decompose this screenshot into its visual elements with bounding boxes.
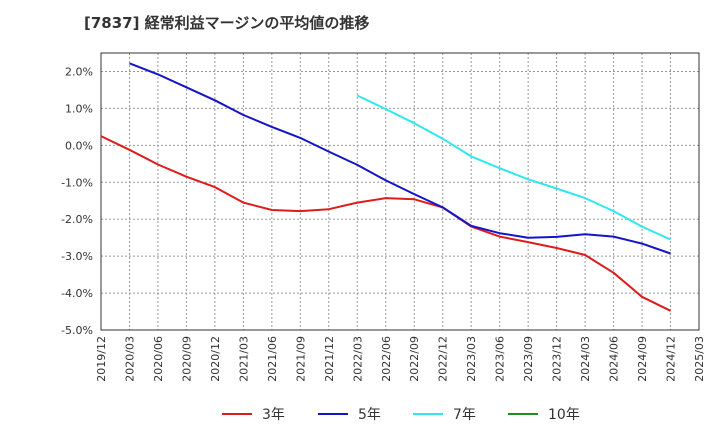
x-tick-label: 2024/03 — [579, 336, 592, 382]
x-tick-label: 2020/09 — [180, 336, 193, 382]
x-tick-label: 2020/03 — [123, 336, 136, 382]
y-tick-label: 1.0% — [65, 102, 93, 115]
x-tick-label: 2022/03 — [351, 336, 364, 382]
series-line-7年 — [356, 94, 671, 241]
x-tick-label: 2024/12 — [665, 336, 678, 382]
y-tick-label: -2.0% — [61, 213, 93, 226]
legend-item: 3年 — [222, 402, 285, 426]
x-tick-label: 2021/06 — [266, 336, 279, 382]
x-tick-label: 2022/06 — [380, 336, 393, 382]
x-tick-label: 2021/03 — [237, 336, 250, 382]
legend-swatch — [508, 413, 538, 415]
x-tick-label: 2022/12 — [437, 336, 450, 382]
legend-label: 7年 — [453, 407, 476, 423]
x-tick-label: 2020/12 — [209, 336, 222, 382]
y-tick-label: 2.0% — [65, 65, 93, 78]
legend-label: 10年 — [548, 407, 580, 423]
y-tick-label: -3.0% — [61, 250, 93, 263]
x-tick-label: 2024/06 — [608, 336, 621, 382]
x-tick-label: 2019/12 — [95, 336, 108, 382]
y-tick-label: -4.0% — [61, 287, 93, 300]
legend-swatch — [222, 413, 252, 415]
x-tick-label: 2021/12 — [323, 336, 336, 382]
x-tick-label: 2023/03 — [465, 336, 478, 382]
x-tick-label: 2020/06 — [152, 336, 165, 382]
plot-area: 2.0% 1.0% 0.0% -1.0% -2.0% -3.0% -4.0% -5.0%201… — [61, 52, 706, 382]
x-tick-label: 2024/09 — [636, 336, 649, 382]
x-tick-label: 2021/09 — [294, 336, 307, 382]
x-tick-label: 2023/09 — [522, 336, 535, 382]
y-tick-label: -1.0% — [61, 176, 93, 189]
series-line-3年 — [100, 135, 671, 312]
legend: 3年 5年 7年 10年 — [0, 402, 720, 426]
chart-title: [7837] 経常利益マージンの平均値の推移 — [84, 14, 370, 32]
plot-frame — [100, 52, 700, 331]
series-line-5年 — [129, 62, 671, 255]
y-tick-label: -5.0% — [61, 324, 93, 337]
x-tick-label: 2025/03 — [693, 336, 706, 382]
legend-label: 3年 — [262, 407, 285, 423]
legend-item: 5年 — [318, 402, 381, 426]
y-tick-label: 0.0% — [65, 139, 93, 152]
x-tick-label: 2023/06 — [494, 336, 507, 382]
legend-label: 5年 — [358, 407, 381, 423]
legend-swatch — [413, 413, 443, 415]
legend-item: 10年 — [508, 402, 580, 426]
x-tick-label: 2022/09 — [408, 336, 421, 382]
x-tick-label: 2023/12 — [551, 336, 564, 382]
legend-swatch — [318, 413, 348, 415]
legend-item: 7年 — [413, 402, 476, 426]
